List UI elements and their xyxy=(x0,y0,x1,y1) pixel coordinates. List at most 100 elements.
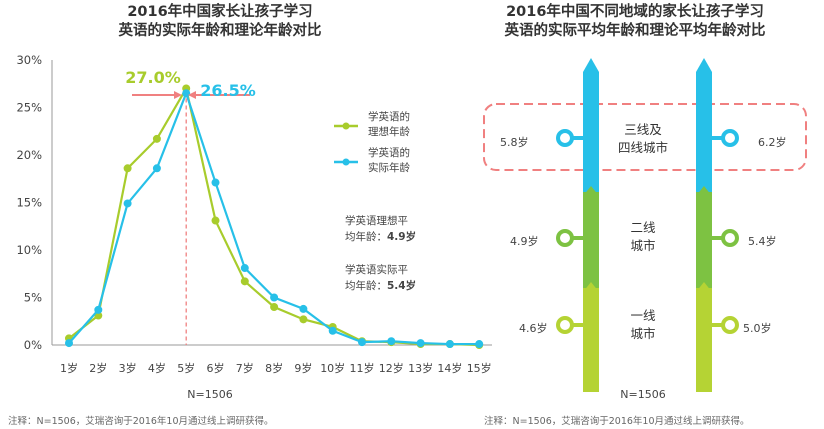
tier1-label-line1: 一线 xyxy=(630,308,656,323)
right-footnote: 注释：N=1506，艾瑞咨询于2016年10月通过线上调研获得。 xyxy=(484,416,750,427)
x-tick-label: 8岁 xyxy=(265,361,283,375)
peak-arrows xyxy=(132,91,250,99)
avg-ideal-prefix: 均年龄： xyxy=(345,231,387,243)
legend-actual-label: 学英语的 实际年龄 xyxy=(368,147,410,174)
tier1-ideal-value: 4.6岁 xyxy=(519,322,548,335)
x-tick-label: 2岁 xyxy=(89,361,107,375)
data-point xyxy=(152,134,161,143)
x-tick-label: 1岁 xyxy=(60,361,78,375)
data-point xyxy=(270,303,279,311)
legend-actual-text: 学英语的 实际年龄 xyxy=(368,146,438,176)
data-point xyxy=(416,339,425,348)
tier2-actual-value: 5.4岁 xyxy=(748,235,777,248)
x-tick-label: 15岁 xyxy=(467,361,492,375)
pipe-segment xyxy=(696,288,712,392)
data-point xyxy=(387,337,396,346)
series-actual-age xyxy=(65,89,484,349)
y-tick-label: 0% xyxy=(24,338,42,352)
avg-actual-prefix: 均年龄： xyxy=(345,280,387,292)
actual-age-node xyxy=(721,229,739,247)
data-point xyxy=(152,164,161,173)
y-tick-label: 10% xyxy=(16,243,42,257)
legend-ideal-text: 学英语的 理想年龄 xyxy=(368,110,438,140)
avg-actual-line1: 学英语实际平 xyxy=(345,264,408,276)
region-comparison-graphic xyxy=(483,58,807,392)
data-point xyxy=(270,293,279,302)
avg-actual-value: 5.4岁 xyxy=(387,280,417,292)
tier1-label: 一线 城市 xyxy=(607,307,679,343)
ideal-age-node xyxy=(556,129,574,147)
x-tick-labels: 1岁 2岁 3岁 4岁 5岁 6岁 7岁 8岁 9岁 10岁 11岁 12岁 13岁 14岁 15岁 xyxy=(60,361,492,375)
arrow-left-head xyxy=(174,91,182,99)
y-tick-label: 30% xyxy=(16,53,42,67)
data-point xyxy=(65,339,73,348)
actual-age-node xyxy=(721,316,739,334)
arrow-right-head xyxy=(188,91,196,99)
tier2-ideal-value: 4.9岁 xyxy=(510,235,539,248)
tier3-actual-value: 6.2岁 xyxy=(758,136,787,149)
tier2-label-line1: 二线 xyxy=(630,220,656,235)
pipe-segment xyxy=(583,72,599,192)
right-title-line2: 英语的实际平均年龄和理论平均年龄对比 xyxy=(504,23,766,39)
y-tick-label: 20% xyxy=(16,148,42,162)
x-tick-label: 13岁 xyxy=(408,361,433,375)
peak-ideal-label: 27.0% xyxy=(125,68,181,87)
x-tick-label: 10岁 xyxy=(320,361,345,375)
tier3-label-line1: 三线及 xyxy=(624,122,662,137)
tier2-label: 二线 城市 xyxy=(607,219,679,255)
legend-actual-marker xyxy=(342,158,350,166)
pipe-segment xyxy=(696,72,712,192)
pipe-segment xyxy=(583,288,599,392)
ideal-age-node xyxy=(556,316,574,334)
right-title-line1: 2016年中国不同地域的家长让孩子学习 xyxy=(506,4,764,20)
data-point xyxy=(123,199,132,208)
right-chart-title: 2016年中国不同地域的家长让孩子学习 英语的实际平均年龄和理论平均年龄对比 xyxy=(470,3,800,41)
pipes xyxy=(583,58,712,392)
tier1-label-line2: 城市 xyxy=(630,326,656,341)
data-point xyxy=(299,304,308,313)
actual-age-node xyxy=(721,129,739,147)
data-point xyxy=(358,338,366,347)
y-tick-label: 15% xyxy=(16,196,42,210)
y-tick-label: 25% xyxy=(16,101,42,115)
pipe-top-arrow xyxy=(583,58,599,72)
age-line-chart: 0% 5% 10% 15% 20% 25% 30% 1岁 2岁 3岁 4岁 5岁 6岁 7岁 8岁 9岁 10… xyxy=(16,53,492,375)
data-point xyxy=(445,340,454,349)
tier2-label-line2: 城市 xyxy=(630,238,656,253)
x-tick-label: 6岁 xyxy=(207,361,225,375)
pipe-top-arrow xyxy=(696,58,712,72)
avg-ideal-line1: 学英语理想平 xyxy=(345,215,408,227)
data-point xyxy=(240,264,249,273)
pipe-chevron xyxy=(583,282,599,292)
tier3-label-line2: 四线城市 xyxy=(617,140,668,155)
x-tick-label: 7岁 xyxy=(236,361,254,375)
left-chart-title: 2016年中国家长让孩子学习 英语的实际年龄和理论年龄对比 xyxy=(60,3,380,41)
pipe-chevron xyxy=(696,186,712,196)
data-point xyxy=(299,315,308,324)
avg-actual-note: 学英语实际平 均年龄：5.4岁 xyxy=(345,262,455,294)
avg-ideal-value: 4.9岁 xyxy=(387,231,417,243)
right-sample-size: N=1506 xyxy=(620,388,666,401)
x-tick-label: 14岁 xyxy=(437,361,462,375)
data-point xyxy=(182,89,191,98)
tier1-actual-value: 5.0岁 xyxy=(743,322,772,335)
legend-ideal-marker xyxy=(342,122,350,130)
data-point xyxy=(475,340,484,349)
peak-actual-label: 26.5% xyxy=(200,81,256,100)
tier3-highlight-box xyxy=(483,103,807,171)
data-point xyxy=(211,178,220,187)
x-tick-label: 9岁 xyxy=(294,361,312,375)
age-nodes xyxy=(556,129,739,334)
ideal-age-node xyxy=(556,229,574,247)
data-point xyxy=(123,164,132,173)
x-tick-label: 4岁 xyxy=(148,361,166,375)
left-footnote: 注释：N=1506，艾瑞咨询于2016年10月通过线上调研获得。 xyxy=(8,416,274,427)
avg-ideal-note: 学英语理想平 均年龄：4.9岁 xyxy=(345,213,455,245)
pipe-chevron xyxy=(583,186,599,196)
x-tick-label: 3岁 xyxy=(119,361,137,375)
left-title-line2: 英语的实际年龄和理论年龄对比 xyxy=(118,23,322,39)
data-point xyxy=(328,326,337,335)
legend xyxy=(334,122,358,166)
x-tick-label: 5岁 xyxy=(177,361,195,375)
